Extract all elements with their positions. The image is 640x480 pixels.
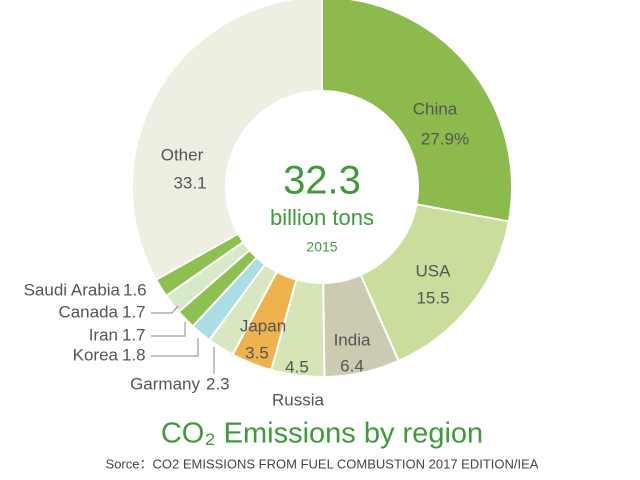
leader-line — [151, 322, 186, 337]
slice-label: Saudi Arabia — [24, 280, 121, 299]
slice-value: 33.1 — [173, 173, 206, 192]
source-note: Sorce：CO2 EMISSIONS FROM FUEL COMBUSTION… — [106, 456, 539, 471]
slice-value: 15.5 — [416, 288, 449, 307]
slice-label: China — [413, 99, 458, 118]
slice-label: Other — [161, 145, 204, 164]
donut-slice — [321, 0, 513, 223]
donut — [131, 0, 513, 378]
slice-label: Japan — [240, 316, 286, 335]
slice-value: 3.5 — [245, 343, 269, 362]
slice-label: Iran — [89, 325, 118, 344]
slice-label: Garmany — [130, 374, 200, 393]
donut-slice — [131, 0, 323, 281]
slice-label: USA — [416, 261, 452, 280]
leader-line — [151, 338, 199, 357]
slice-value: 6.4 — [340, 356, 364, 375]
slice-label: Korea — [73, 345, 119, 364]
donut-slice — [359, 203, 511, 363]
slice-value: 1.7 — [122, 325, 146, 344]
slice-label: India — [334, 330, 371, 349]
slice-value: 2.3 — [206, 374, 230, 393]
center-unit: billion tons — [270, 205, 374, 230]
slice-value: 4.5 — [285, 357, 309, 376]
slice-label: Canada — [58, 302, 118, 321]
slice-value: 1.8 — [122, 345, 146, 364]
slice-label: Russia — [272, 390, 325, 409]
center-year: 2015 — [306, 239, 337, 255]
slice-value: 1.6 — [123, 280, 147, 299]
center-total: 32.3 — [283, 159, 361, 203]
leader-line — [151, 305, 179, 314]
slice-value: 1.7 — [122, 302, 146, 321]
chart-title: CO₂ Emissions by region — [161, 418, 483, 450]
slice-value: 27.9% — [421, 129, 469, 148]
